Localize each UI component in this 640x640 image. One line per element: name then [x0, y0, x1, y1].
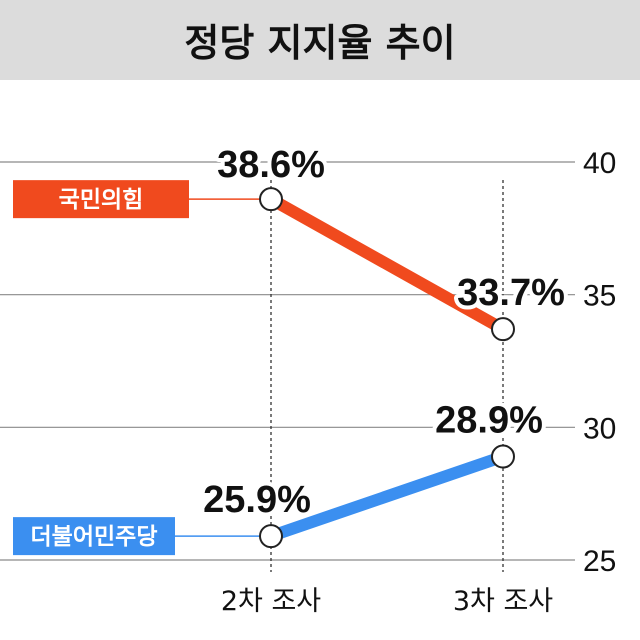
title-bar [0, 0, 640, 80]
data-point [259, 524, 283, 549]
series-name-label: 더불어민주당 [31, 524, 158, 550]
series-layer: 국민의힘 38.6% 33.7% 더불어민주당 25.9% 28.9% [13, 140, 569, 556]
y-tick-label: 30 [583, 412, 616, 445]
x-category-label: 3차 조사 [453, 586, 553, 617]
series-tag [13, 180, 189, 219]
data-point [259, 187, 283, 212]
y-axis-ticks: 40 35 30 25 [583, 147, 616, 578]
x-category-label: 2차 조사 [221, 586, 321, 617]
data-point [491, 317, 515, 342]
data-label: 25.9% [203, 479, 311, 521]
series-tag [13, 517, 175, 556]
series-2: 더불어민주당 25.9% 28.9% [13, 396, 547, 556]
x-axis-categories: 2차 조사 3차 조사 [221, 586, 553, 617]
series-line [265, 193, 509, 336]
series-line [265, 450, 509, 543]
category-guides [270, 180, 504, 572]
y-tick-label: 25 [583, 545, 616, 578]
chart-title: 정당 지지율 추이 [184, 21, 455, 65]
data-point [491, 444, 515, 469]
y-tick-label: 40 [583, 147, 616, 180]
series-name-label: 국민의힘 [59, 187, 144, 213]
data-label: 33.7% [457, 272, 565, 314]
gridlines [0, 161, 575, 561]
data-label: 38.6% [217, 144, 325, 186]
data-label: 28.9% [435, 400, 543, 442]
series-1: 국민의힘 38.6% 33.7% [13, 140, 569, 342]
y-tick-label: 35 [583, 280, 616, 313]
